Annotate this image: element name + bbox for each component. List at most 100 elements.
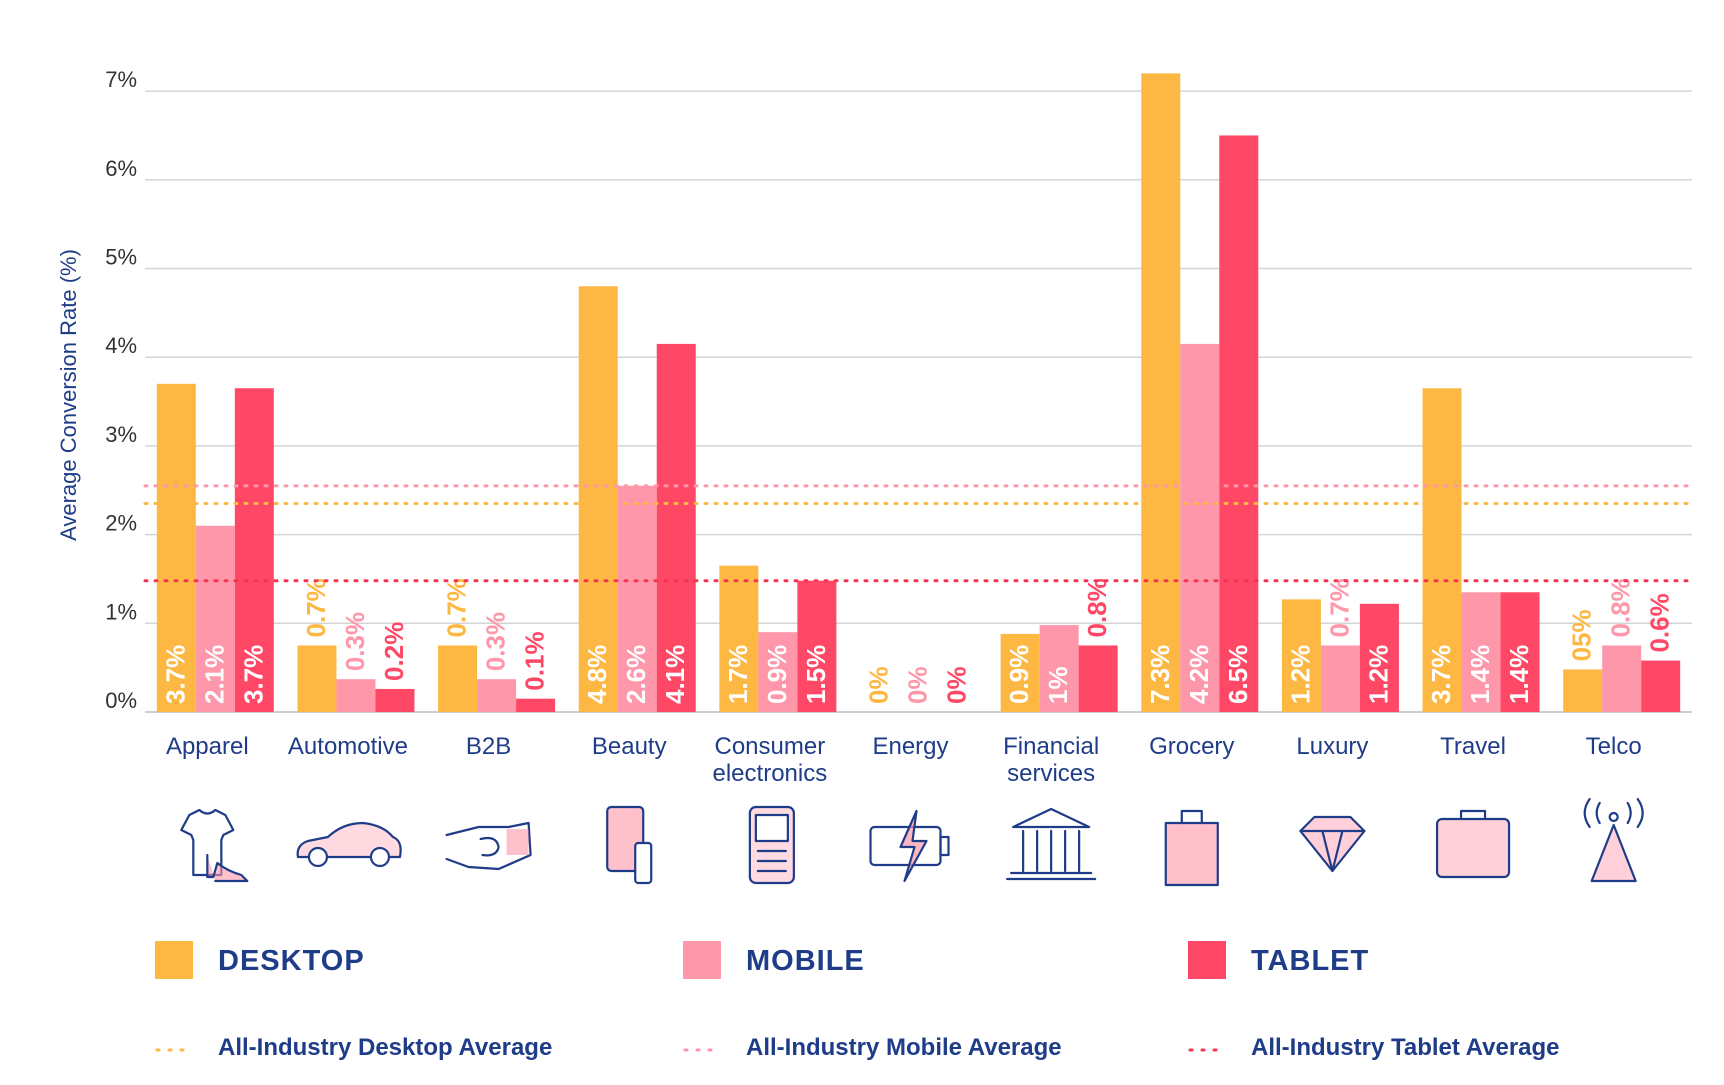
bar xyxy=(1078,645,1118,712)
bank-roof xyxy=(1012,807,1091,829)
data-label: 0.2% xyxy=(379,622,409,681)
y-tick-label: 5% xyxy=(105,245,137,270)
category-label: electronics xyxy=(713,760,828,787)
category-label: B2B xyxy=(466,733,511,760)
bar xyxy=(1359,603,1399,712)
data-label: 0.8% xyxy=(1606,578,1636,637)
data-label: 0.7% xyxy=(301,578,331,637)
legend-average-label: All-Industry Desktop Average xyxy=(218,1034,552,1061)
category-label: Beauty xyxy=(592,733,667,760)
bar xyxy=(1039,625,1079,712)
bar xyxy=(477,679,517,712)
bar xyxy=(578,286,618,712)
legend-label: TABLET xyxy=(1251,945,1369,977)
gridlines xyxy=(145,90,1692,713)
tower-shape xyxy=(1590,823,1637,883)
diamond-facets xyxy=(1299,829,1366,873)
data-label: 1.7% xyxy=(723,645,753,704)
bank-base xyxy=(1006,871,1097,881)
data-label: 0.9% xyxy=(1004,645,1034,704)
handshake-icon xyxy=(445,821,532,871)
data-label: 7.3% xyxy=(1145,645,1175,704)
data-label: 3.7% xyxy=(160,645,190,704)
bar xyxy=(1602,645,1642,712)
bar xyxy=(1180,343,1220,712)
bank-columns xyxy=(1022,829,1081,873)
legend-swatch xyxy=(1188,941,1226,979)
bar xyxy=(234,388,274,712)
bolt-shape xyxy=(899,809,928,883)
category-label: Apparel xyxy=(166,733,249,760)
y-tick-label: 6% xyxy=(105,156,137,181)
category-label: Travel xyxy=(1440,733,1506,760)
y-tick-label: 7% xyxy=(105,67,137,92)
data-label: 0.6% xyxy=(1645,593,1675,652)
car-icon xyxy=(296,821,402,868)
category-label: Luxury xyxy=(1296,733,1368,760)
legend-swatch xyxy=(155,941,193,979)
bar xyxy=(1141,73,1181,713)
y-tick-label: 0% xyxy=(105,688,137,713)
data-label: 4.1% xyxy=(660,645,690,704)
y-tick-label: 3% xyxy=(105,422,137,447)
signal-waves xyxy=(1583,797,1644,829)
data-label: 4.2% xyxy=(1184,645,1214,704)
legend-swatch xyxy=(683,941,721,979)
data-label: 0.3% xyxy=(481,612,511,671)
data-label: 3.7% xyxy=(1426,645,1456,704)
data-label: 0% xyxy=(942,666,972,704)
category-label: Telco xyxy=(1586,733,1642,760)
bar xyxy=(297,645,337,712)
bar xyxy=(1281,599,1321,712)
bar xyxy=(1461,592,1501,712)
category-label: Automotive xyxy=(288,733,408,760)
data-label: 3.7% xyxy=(238,645,268,704)
bar xyxy=(516,698,556,712)
y-axis-label: Average Conversion Rate (%) xyxy=(56,249,81,541)
bar xyxy=(1563,669,1603,712)
shirt-shape xyxy=(180,808,235,877)
cosmetics-icon xyxy=(606,805,653,885)
lipstick-shape xyxy=(634,841,653,885)
bar xyxy=(617,485,657,712)
diamond-shape xyxy=(1299,815,1366,873)
heel-shape xyxy=(206,853,249,883)
bar xyxy=(438,645,478,712)
suitcase-body xyxy=(1435,817,1511,879)
data-label: 1.5% xyxy=(801,645,831,704)
data-label: 0% xyxy=(903,666,933,704)
bag-body xyxy=(1164,821,1219,887)
bag-handle xyxy=(1180,809,1203,825)
data-label: 05% xyxy=(1567,609,1597,661)
bar xyxy=(758,632,798,712)
bar xyxy=(195,525,235,712)
diamond-icon xyxy=(1299,815,1366,873)
bar xyxy=(1641,660,1681,712)
antenna-icon xyxy=(1583,797,1644,883)
bar xyxy=(656,343,696,712)
apparel-icon xyxy=(180,808,249,883)
category-label: Energy xyxy=(872,733,948,760)
bank-icon xyxy=(1006,807,1097,881)
data-label: 0.7% xyxy=(1324,578,1354,637)
phone-keys xyxy=(756,849,787,873)
legend-average-label: All-Industry Tablet Average xyxy=(1251,1034,1560,1061)
data-label: 0.7% xyxy=(442,578,472,637)
legend-label: MOBILE xyxy=(746,945,865,977)
y-tick-label: 1% xyxy=(105,599,137,624)
data-label: 0.8% xyxy=(1082,578,1112,637)
data-label: 1.2% xyxy=(1363,645,1393,704)
data-label: 0.9% xyxy=(762,645,792,704)
data-label: 4.8% xyxy=(582,645,612,704)
hand-accent xyxy=(506,829,529,855)
suitcase-icon xyxy=(1435,809,1511,879)
bar xyxy=(1219,135,1259,712)
category-label: Grocery xyxy=(1149,733,1234,760)
wheel xyxy=(307,846,329,868)
bar xyxy=(719,565,759,712)
phone-screen xyxy=(754,813,789,843)
data-label: 6.5% xyxy=(1223,645,1253,704)
bar xyxy=(1422,388,1462,712)
